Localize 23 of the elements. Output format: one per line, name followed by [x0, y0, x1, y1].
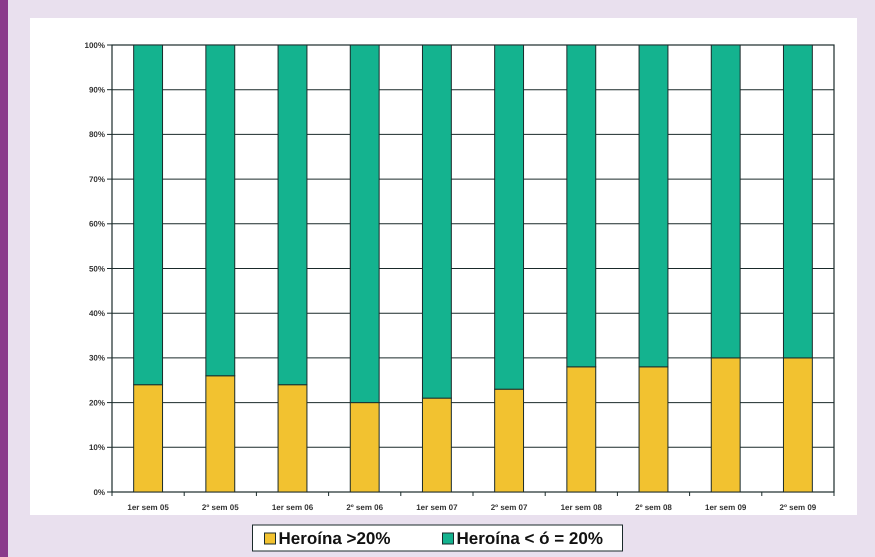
x-tick-label: 2º sem 05	[202, 503, 240, 512]
legend-label: Heroína >20%	[278, 529, 390, 548]
legend-label: Heroína < ó = 20%	[456, 529, 603, 548]
x-tick-label: 2º sem 06	[346, 503, 384, 512]
y-tick-label: 0%	[93, 488, 105, 497]
x-tick-label: 1er sem 06	[272, 503, 314, 512]
x-tick-label: 1er sem 05	[127, 503, 170, 512]
x-tick-label: 1er sem 09	[705, 503, 747, 512]
y-tick-label: 90%	[88, 86, 105, 94]
x-tick-label: 1er sem 08	[560, 503, 603, 512]
y-tick-label: 60%	[88, 220, 105, 229]
y-tick-label: 20%	[88, 398, 105, 408]
x-tick-label: 1er sem 07	[416, 503, 458, 512]
y-tick-label: 30%	[88, 354, 105, 363]
x-tick-label: 2º sem 08	[635, 503, 672, 512]
y-tick-label: 70%	[88, 174, 105, 184]
y-tick-label: 10%	[88, 443, 105, 452]
x-tick-label: 2º sem 07	[490, 503, 528, 512]
y-tick-label: 50%	[88, 264, 105, 274]
x-tick-label: 2º sem 09	[780, 503, 817, 512]
y-tick-label: 100%	[84, 40, 105, 50]
y-tick-label: 80%	[88, 130, 105, 140]
y-tick-label: 40%	[88, 309, 105, 318]
